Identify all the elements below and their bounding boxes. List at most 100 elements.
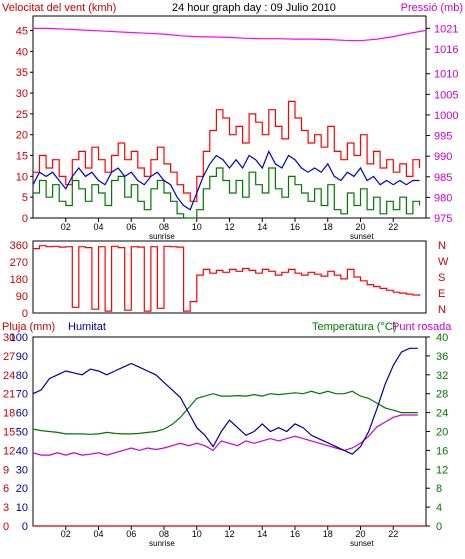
humidity-line (32, 347, 418, 455)
pressure-tick-label: 975 (434, 213, 452, 225)
wind-time-tick-label: 02 (61, 222, 71, 232)
temperature-sunset-label: sunset (350, 539, 374, 548)
rain-tick-label: 21 (3, 389, 15, 401)
wind-time-tick-label: 22 (388, 222, 398, 232)
wind-tick-label: 40 (16, 46, 28, 58)
pressure-ticks: 975 980 985 990 995 1000 1005 1010 1016 1021 (426, 23, 458, 225)
temperature-time-tick-label: 04 (93, 529, 103, 539)
pressure-tick-label: 1016 (434, 44, 458, 56)
temperature-time-tick-label: 14 (257, 529, 267, 539)
wind-average-line (33, 167, 421, 219)
wind-sunset-label: sunset (350, 232, 374, 241)
temperature-tick-label: 36 (436, 351, 448, 363)
wind-time-tick-label: 20 (355, 222, 365, 232)
temperature-line (32, 390, 418, 435)
humidity-tick-label: 70 (16, 389, 28, 401)
direction-degree-ticks: 0 90 180 270 360 (10, 240, 28, 320)
temperature-plot-area (32, 336, 427, 527)
rain-tick-label: 24 (3, 370, 15, 382)
pressure-tick-label: 1000 (434, 110, 458, 122)
chart-title: 24 hour graph day : 09 Julio 2010 (172, 2, 336, 14)
wind-time-tick-label: 08 (159, 222, 169, 232)
wind-tick-label: 45 (16, 26, 28, 38)
temperature-tick-label: 40 (436, 332, 448, 344)
wind-tick-label: 15 (16, 151, 28, 163)
rain-tick-label: 15 (3, 427, 15, 439)
pressure-tick-label: 1010 (434, 69, 458, 81)
compass-label: N (438, 240, 446, 252)
wind-sunrise-label: sunrise (149, 232, 175, 241)
temperature-tick-label: 20 (436, 427, 448, 439)
temperature-time-tick-label: 18 (323, 529, 333, 539)
rain-tick-label: 6 (3, 483, 9, 495)
direction-tick-label: 270 (10, 257, 28, 269)
humidity-tick-label: 100 (10, 332, 28, 344)
humidity-tick-label: 10 (16, 502, 28, 514)
temperature-time-tick-label: 20 (355, 529, 365, 539)
wind-time-tick-label: 10 (192, 222, 202, 232)
temperature-ticks: 0 4 8 12 16 20 24 28 32 36 40 (426, 332, 448, 533)
humidity-tick-label: 0 (22, 521, 28, 533)
dew-point-axis-label: Punt rosada (392, 321, 452, 333)
wind-tick-label: 25 (16, 109, 28, 121)
wind-tick-label: 30 (16, 88, 28, 100)
rain-tick-label: 18 (3, 408, 15, 420)
compass-label: N (438, 304, 446, 316)
temperature-tick-label: 28 (436, 389, 448, 401)
rain-tick-label: 12 (3, 445, 15, 457)
temperature-tick-label: 0 (436, 521, 442, 533)
temperature-tick-label: 24 (436, 408, 448, 420)
wind-pressure-series (32, 27, 427, 219)
humidity-tick-label: 90 (16, 351, 28, 363)
rain-tick-label: 27 (3, 351, 15, 363)
temperature-time-tick-label: 08 (159, 529, 169, 539)
wind-direction-line (33, 245, 421, 312)
direction-tick-label: 180 (10, 274, 28, 286)
temperature-chart: Pluja (mm) Humitat Temperatura (°C) Punt… (2, 321, 452, 548)
temperature-time-ticks: 02 04 06 08 10 12 14 16 18 20 22 (61, 526, 398, 539)
direction-tick-label: 360 (10, 240, 28, 252)
temperature-series (32, 347, 426, 527)
temperature-time-tick-label: 10 (192, 529, 202, 539)
wind-direction-series (33, 245, 421, 312)
wind-time-tick-label: 14 (257, 222, 267, 232)
wind-time-tick-label: 18 (323, 222, 333, 232)
pressure-tick-label: 1021 (434, 23, 458, 35)
temperature-axis-label: Temperatura (°C) (312, 321, 396, 333)
temperature-time-tick-label: 02 (61, 529, 71, 539)
pressure-line (33, 27, 427, 42)
temperature-tick-label: 32 (436, 370, 448, 382)
humidity-tick-label: 40 (16, 445, 28, 457)
temperature-time-tick-label: 06 (126, 529, 136, 539)
pressure-tick-label: 980 (434, 192, 452, 204)
temperature-time-tick-label: 12 (224, 529, 234, 539)
wind-tick-label: 5 (22, 192, 28, 204)
pressure-tick-label: 990 (434, 151, 452, 163)
humidity-tick-label: 80 (16, 370, 28, 382)
wind-tick-label: 20 (16, 130, 28, 142)
humidity-tick-label: 20 (16, 483, 28, 495)
compass-label: W (438, 256, 449, 268)
dew-point-line (32, 414, 418, 456)
rain-axis-label: Pluja (mm) (2, 321, 55, 333)
wind-time-ticks: 02 04 06 08 10 12 14 16 18 20 22 (61, 218, 398, 232)
wind-pressure-chart: Velocitat del vent (kmh) 24 hour graph d… (2, 2, 463, 241)
wind-tick-label: 0 (22, 213, 28, 225)
wind-time-tick-label: 04 (93, 222, 103, 232)
wind-axis-label: Velocitat del vent (kmh) (2, 2, 116, 14)
rain-tick-label: 0 (3, 521, 9, 533)
compass-label: S (438, 272, 445, 284)
wind-time-tick-label: 16 (290, 222, 300, 232)
temperature-tick-label: 16 (436, 445, 448, 457)
compass-label: E (438, 288, 445, 300)
rain-tick-label: 30 (3, 332, 15, 344)
wind-tick-label: 10 (16, 171, 28, 183)
direction-tick-label: 0 (22, 308, 28, 320)
wind-time-tick-label: 06 (126, 222, 136, 232)
wind-gust-line (33, 100, 421, 202)
wind-speed-ticks: 0 5 10 15 20 25 30 35 40 45 (16, 26, 33, 225)
direction-tick-label: 90 (16, 291, 28, 303)
wind-speed-line (32, 149, 420, 211)
